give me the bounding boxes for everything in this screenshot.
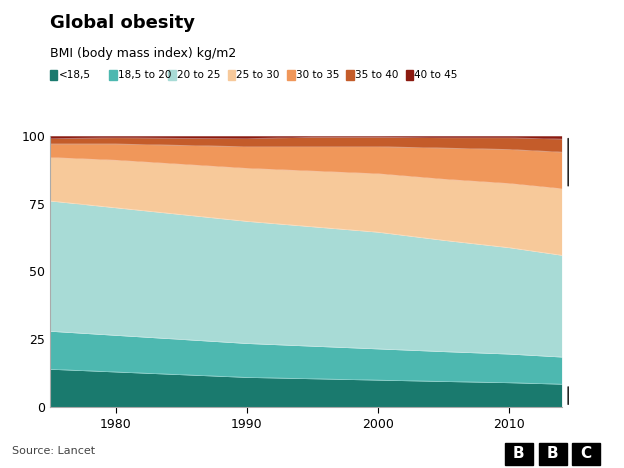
Text: 40 to 45: 40 to 45 bbox=[414, 70, 458, 80]
Text: Obese: Obese bbox=[0, 467, 1, 468]
Text: Global obesity: Global obesity bbox=[50, 14, 195, 32]
Text: B: B bbox=[547, 446, 558, 461]
Text: 30 to 35: 30 to 35 bbox=[296, 70, 339, 80]
Text: Source: Lancet: Source: Lancet bbox=[12, 446, 95, 456]
Text: 35 to 40: 35 to 40 bbox=[355, 70, 399, 80]
Bar bbox=[505, 443, 533, 465]
Text: <18,5: <18,5 bbox=[59, 70, 90, 80]
Text: C: C bbox=[581, 446, 592, 461]
Text: BMI (body mass index) kg/m2: BMI (body mass index) kg/m2 bbox=[50, 47, 236, 60]
Text: 18,5 to 20: 18,5 to 20 bbox=[118, 70, 172, 80]
Text: Under
weight: Under weight bbox=[0, 467, 1, 468]
Text: 25 to 30: 25 to 30 bbox=[236, 70, 280, 80]
Bar bbox=[572, 443, 600, 465]
Text: B: B bbox=[513, 446, 525, 461]
Bar bbox=[539, 443, 567, 465]
Text: 20 to 25: 20 to 25 bbox=[177, 70, 221, 80]
